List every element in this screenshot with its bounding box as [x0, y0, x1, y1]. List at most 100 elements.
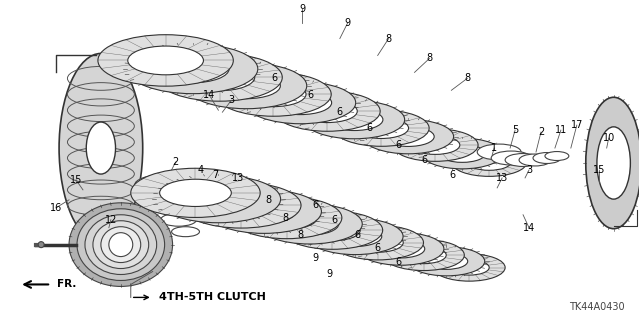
- Ellipse shape: [127, 44, 258, 94]
- Text: 9: 9: [345, 18, 351, 28]
- Ellipse shape: [216, 72, 332, 116]
- Ellipse shape: [439, 145, 486, 162]
- Ellipse shape: [377, 240, 425, 258]
- Ellipse shape: [232, 197, 342, 239]
- Text: 8: 8: [385, 33, 392, 43]
- Ellipse shape: [333, 110, 429, 146]
- Ellipse shape: [275, 91, 380, 131]
- Text: 4: 4: [197, 165, 204, 175]
- Ellipse shape: [383, 240, 464, 271]
- Ellipse shape: [467, 154, 511, 170]
- Ellipse shape: [282, 211, 383, 249]
- Text: 6: 6: [374, 243, 381, 253]
- Text: 6: 6: [449, 170, 456, 180]
- Ellipse shape: [433, 254, 505, 281]
- Ellipse shape: [422, 138, 502, 169]
- Text: 13: 13: [496, 173, 508, 183]
- Ellipse shape: [69, 203, 173, 286]
- Ellipse shape: [257, 204, 362, 244]
- Ellipse shape: [98, 35, 234, 86]
- Text: 1: 1: [491, 143, 497, 153]
- Ellipse shape: [208, 193, 275, 218]
- Ellipse shape: [256, 206, 317, 229]
- Ellipse shape: [358, 233, 444, 265]
- Text: 9: 9: [312, 253, 318, 263]
- Text: 15: 15: [70, 175, 82, 185]
- Text: 3: 3: [228, 95, 234, 105]
- Text: 14: 14: [204, 90, 216, 100]
- Text: 4TH-5TH CLUTCH: 4TH-5TH CLUTCH: [159, 293, 266, 302]
- Ellipse shape: [148, 197, 193, 213]
- Text: FR.: FR.: [57, 279, 76, 289]
- Ellipse shape: [383, 127, 434, 146]
- Ellipse shape: [59, 54, 143, 243]
- Text: 8: 8: [282, 213, 288, 223]
- Ellipse shape: [451, 148, 527, 176]
- Ellipse shape: [307, 218, 403, 255]
- Ellipse shape: [184, 186, 253, 212]
- Ellipse shape: [353, 233, 403, 252]
- Text: 9: 9: [299, 4, 305, 14]
- Text: 8: 8: [265, 195, 271, 205]
- Text: 8: 8: [297, 230, 303, 240]
- Ellipse shape: [298, 100, 357, 122]
- Ellipse shape: [245, 82, 356, 124]
- Ellipse shape: [172, 227, 200, 237]
- Ellipse shape: [519, 154, 551, 166]
- Ellipse shape: [86, 122, 116, 174]
- Text: 6: 6: [332, 215, 338, 225]
- Text: 15: 15: [593, 165, 605, 175]
- Text: 6: 6: [421, 155, 428, 165]
- Text: 6: 6: [312, 200, 318, 210]
- Text: 16: 16: [50, 203, 62, 213]
- Ellipse shape: [333, 225, 424, 260]
- Text: 6: 6: [337, 107, 343, 117]
- Ellipse shape: [156, 175, 280, 223]
- Ellipse shape: [85, 215, 157, 274]
- Ellipse shape: [157, 54, 282, 101]
- Ellipse shape: [329, 226, 381, 247]
- Ellipse shape: [181, 182, 301, 228]
- Text: 13: 13: [232, 173, 244, 183]
- Text: 7: 7: [212, 170, 218, 180]
- Ellipse shape: [186, 63, 307, 109]
- Ellipse shape: [159, 179, 231, 206]
- Text: 6: 6: [367, 123, 372, 133]
- Ellipse shape: [326, 109, 383, 130]
- Text: 14: 14: [523, 223, 535, 233]
- Ellipse shape: [109, 233, 132, 256]
- Ellipse shape: [207, 190, 321, 234]
- Ellipse shape: [269, 91, 332, 115]
- Text: 6: 6: [307, 90, 313, 100]
- Ellipse shape: [101, 227, 141, 263]
- Ellipse shape: [425, 253, 468, 269]
- Ellipse shape: [280, 213, 339, 235]
- Text: 10: 10: [602, 133, 615, 143]
- Ellipse shape: [533, 152, 561, 163]
- Ellipse shape: [241, 82, 306, 107]
- Ellipse shape: [363, 119, 454, 154]
- Ellipse shape: [505, 153, 541, 167]
- Text: 8: 8: [426, 54, 433, 63]
- Ellipse shape: [156, 55, 229, 83]
- Ellipse shape: [304, 100, 404, 139]
- Ellipse shape: [135, 175, 191, 195]
- Ellipse shape: [212, 73, 280, 99]
- Text: TK44A0430: TK44A0430: [569, 302, 625, 312]
- Text: 6: 6: [271, 73, 277, 83]
- Ellipse shape: [545, 152, 569, 160]
- Text: 6: 6: [396, 140, 402, 150]
- Ellipse shape: [449, 260, 489, 275]
- Ellipse shape: [38, 241, 44, 248]
- Ellipse shape: [411, 136, 460, 154]
- Text: 6: 6: [396, 256, 402, 267]
- Text: 11: 11: [555, 125, 567, 135]
- Ellipse shape: [408, 247, 484, 276]
- Text: 6: 6: [355, 230, 361, 240]
- Text: 12: 12: [105, 215, 117, 225]
- Text: 2: 2: [538, 127, 544, 137]
- Ellipse shape: [354, 118, 408, 138]
- Ellipse shape: [77, 209, 164, 280]
- Text: 17: 17: [571, 120, 583, 130]
- Text: 8: 8: [464, 73, 470, 83]
